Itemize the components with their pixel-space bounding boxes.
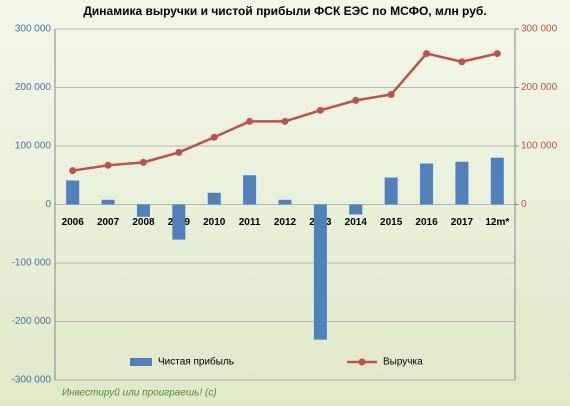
y2-tick-label: 300 000: [521, 24, 558, 35]
point: [281, 117, 289, 125]
point: [139, 158, 147, 166]
bar: [101, 199, 115, 205]
bar: [278, 199, 292, 205]
x-tick-label: 2016: [415, 217, 438, 228]
bar: [455, 161, 469, 205]
point: [316, 106, 324, 114]
x-tick-label: 2007: [97, 217, 120, 228]
y2-tick-label: 200 000: [521, 82, 558, 93]
x-tick-label: 2012: [274, 217, 297, 228]
x-tick-label: 2015: [380, 217, 403, 228]
x-tick-label: 2006: [62, 217, 85, 228]
point: [210, 133, 218, 141]
bar: [66, 180, 80, 205]
x-tick-label: 2008: [132, 217, 155, 228]
y-tick-label: -100 000: [12, 258, 52, 269]
y-tick-label: 0: [45, 199, 51, 210]
x-tick-label: 12m*: [485, 217, 509, 228]
bar: [490, 157, 504, 205]
legend-swatch: [130, 358, 152, 366]
point: [458, 58, 466, 66]
bar: [384, 177, 398, 205]
y-tick-label: -200 000: [12, 316, 52, 327]
point: [246, 117, 254, 125]
point: [352, 96, 360, 104]
y-tick-label: 300 000: [15, 24, 52, 35]
y2-tick-label: 0: [521, 199, 527, 210]
bar: [349, 204, 363, 215]
chart-title: Динамика выручки и чистой прибыли ФСК ЕЭ…: [83, 4, 486, 18]
bar: [420, 163, 434, 205]
bar: [172, 204, 186, 240]
x-tick-label: 2017: [451, 217, 474, 228]
bar: [243, 175, 257, 205]
bar: [207, 192, 221, 205]
point: [387, 91, 395, 99]
point: [423, 50, 431, 58]
legend-label: Чистая прибыль: [158, 356, 234, 368]
bar: [136, 204, 150, 217]
x-tick-label: 2011: [239, 217, 261, 228]
x-tick-label: 2010: [203, 217, 226, 228]
y-tick-label: -300 000: [12, 375, 52, 386]
y-tick-label: 100 000: [15, 141, 52, 152]
point: [493, 50, 501, 58]
y2-tick-label: 100 000: [521, 141, 558, 152]
point: [104, 161, 112, 169]
point: [175, 148, 183, 156]
legend-swatch: [358, 358, 366, 366]
watermark: Инвестируй или проиграешь! (с): [62, 388, 217, 399]
x-tick-label: 2014: [345, 217, 368, 228]
point: [69, 167, 77, 175]
legend-label: Выручка: [383, 357, 423, 368]
bar: [313, 204, 327, 340]
y-tick-label: 200 000: [15, 82, 52, 93]
